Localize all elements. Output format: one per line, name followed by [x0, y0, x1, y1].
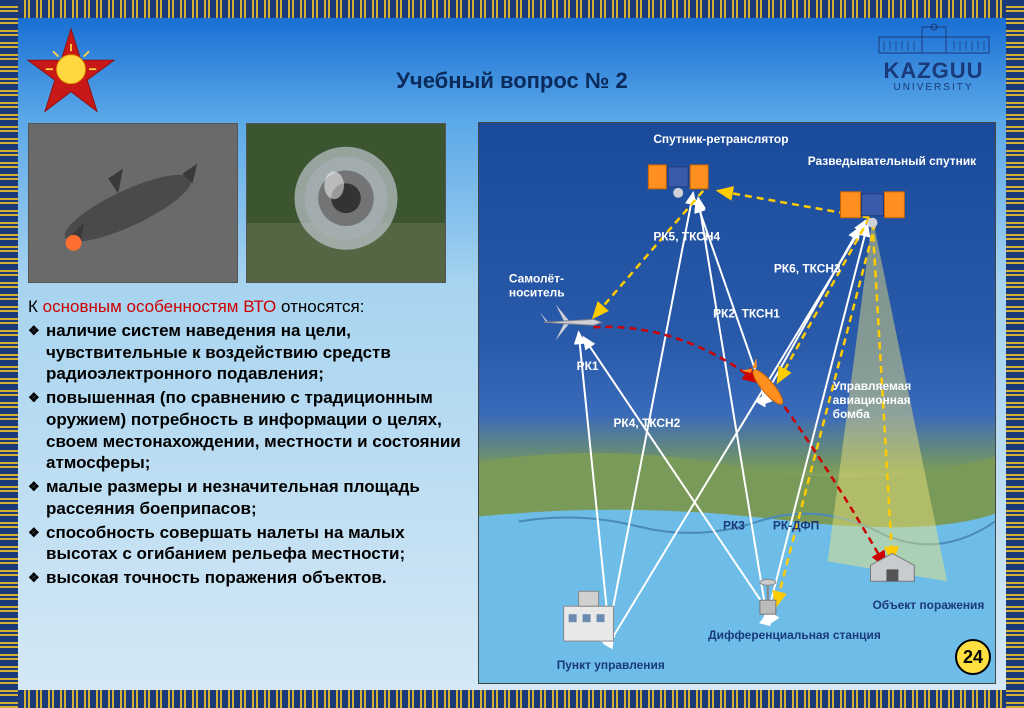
- list-item: малые размеры и незначительная площадь р…: [46, 476, 466, 520]
- page-number: 24: [963, 647, 983, 668]
- university-building-icon: [874, 23, 994, 55]
- label-bomb-1: Управляемая: [833, 379, 912, 393]
- label-rk-dfp: РК-ДФП: [773, 519, 819, 533]
- seeker-head-image: [246, 123, 446, 283]
- border-right: [1006, 0, 1024, 708]
- label-sat-relay: Спутник-ретранслятор: [653, 132, 788, 146]
- list-item: повышенная (по сравнению с традиционным …: [46, 387, 466, 474]
- label-bomb-3: бомба: [833, 407, 871, 421]
- label-diff: Дифференциальная станция: [708, 628, 881, 642]
- border-left: [0, 0, 18, 708]
- bullet-list: наличие систем наведения на цели, чувств…: [28, 320, 466, 589]
- label-rk5: РК5, ТКСН4: [653, 230, 720, 244]
- guidance-diagram: Спутник-ретранслятор Разведывательный сп…: [478, 122, 996, 684]
- label-rk2: РК2, ТКСН1: [713, 306, 780, 320]
- label-aircraft-1: Самолёт-: [509, 271, 564, 285]
- border-bottom: [0, 690, 1024, 708]
- intro-prefix: К: [28, 297, 43, 316]
- intro-rest: относятся:: [276, 297, 364, 316]
- slide-content: KAZGUU UNIVERSITY Учебный вопрос № 2 К о…: [18, 18, 1006, 690]
- label-rk3: РК3: [723, 519, 745, 533]
- intro-line: К основным особенностям ВТО относятся:: [28, 296, 466, 318]
- label-rk1: РК1: [577, 359, 599, 373]
- label-bomb-2: авиационная: [833, 393, 911, 407]
- label-sat-recon: Разведывательный спутник: [808, 154, 976, 168]
- label-rk6: РК6, ТКСН3: [774, 262, 841, 276]
- border-top: [0, 0, 1024, 18]
- missile-image: [28, 123, 238, 283]
- intro-highlight: основным особенностям ВТО: [43, 297, 277, 316]
- list-item: высокая точность поражения объектов.: [46, 567, 466, 589]
- list-item: наличие систем наведения на цели, чувств…: [46, 320, 466, 385]
- slide-title: Учебный вопрос № 2: [18, 68, 1006, 94]
- list-item: способность совершать налеты на малых вы…: [46, 522, 466, 566]
- label-aircraft-2: носитель: [509, 285, 565, 299]
- page-number-badge: 24: [955, 639, 991, 675]
- label-target: Объект поражения: [872, 598, 984, 612]
- label-rk4: РК4, ТКСН2: [613, 416, 680, 430]
- label-control: Пункт управления: [557, 658, 665, 672]
- text-content: К основным особенностям ВТО относятся: н…: [28, 296, 466, 591]
